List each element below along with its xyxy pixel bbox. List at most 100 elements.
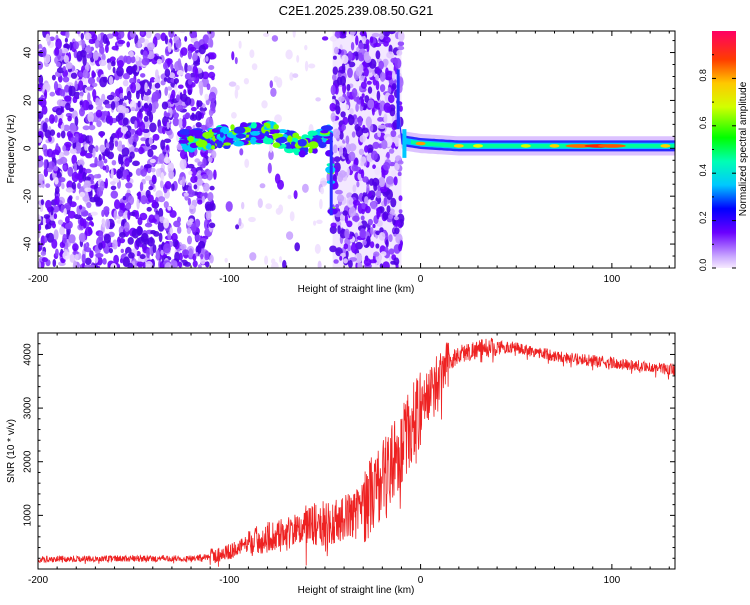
noise-blob	[204, 201, 212, 211]
noise-blob	[132, 133, 139, 143]
noise-blob	[338, 146, 344, 157]
noise-blob	[102, 223, 106, 228]
noise-blob	[362, 176, 369, 183]
noise-blob	[330, 112, 336, 122]
signal-streak	[402, 129, 407, 158]
snr-y-label: SNR (10 * v/v)	[6, 419, 17, 483]
noise-blob	[249, 252, 257, 261]
signal-blob	[291, 148, 301, 154]
noise-blob	[377, 117, 384, 122]
noise-blob	[367, 99, 375, 109]
noise-blob	[54, 46, 60, 56]
noise-blob	[74, 116, 79, 127]
signal-blob	[233, 140, 245, 147]
noise-blob	[339, 131, 344, 140]
noise-blob	[184, 62, 189, 73]
noise-blob	[38, 261, 42, 268]
noise-blob	[190, 106, 197, 112]
noise-blob	[68, 195, 73, 201]
signal-blob	[318, 141, 327, 149]
noise-blob	[234, 57, 238, 65]
noise-blob	[120, 248, 125, 254]
signal-hotspot	[660, 144, 671, 148]
noise-blob	[119, 232, 126, 238]
noise-blob	[82, 194, 90, 202]
noise-blob	[189, 31, 197, 39]
noise-blob	[174, 84, 178, 94]
noise-blob	[59, 89, 66, 97]
noise-blob	[207, 192, 214, 202]
noise-blob	[397, 41, 405, 47]
colorbar-ticks: 0.0 0.2 0.4 0.6 0.8	[698, 54, 736, 272]
noise-blob	[204, 250, 210, 259]
noise-blob	[131, 106, 136, 112]
noise-blob	[184, 96, 192, 106]
noise-blob	[393, 176, 398, 186]
noise-blob	[69, 122, 77, 134]
noise-blob	[377, 177, 385, 186]
noise-blob	[96, 160, 103, 167]
noise-blob	[202, 182, 210, 192]
noise-blob	[41, 46, 47, 57]
noise-blob	[110, 101, 116, 110]
noise-blob	[330, 222, 337, 228]
noise-blob	[359, 31, 367, 37]
noise-blob	[356, 181, 360, 188]
noise-blob	[65, 31, 70, 39]
colorbar-tick-label: 0.0	[698, 259, 708, 272]
noise-blob	[167, 42, 172, 53]
noise-blob	[195, 252, 199, 257]
noise-blob	[62, 65, 66, 72]
noise-blob	[365, 116, 372, 128]
noise-blob	[332, 144, 338, 154]
noise-blob	[145, 31, 152, 39]
noise-blob	[38, 224, 42, 231]
noise-blob	[151, 91, 159, 103]
noise-blob	[64, 95, 72, 102]
signal-blob	[264, 131, 270, 137]
noise-blob	[146, 206, 152, 212]
noise-blob	[332, 95, 336, 100]
noise-blob	[129, 77, 136, 84]
noise-blob	[62, 164, 67, 171]
noise-blob	[188, 218, 194, 223]
noise-blob	[71, 171, 79, 183]
noise-blob	[96, 120, 102, 128]
noise-blob	[358, 148, 365, 156]
noise-blob	[160, 179, 164, 189]
noise-blob	[360, 97, 365, 107]
noise-blob	[58, 118, 63, 126]
noise-blob	[385, 239, 389, 248]
noise-blob	[140, 73, 146, 78]
signal-blob	[296, 136, 302, 140]
noise-blob	[149, 158, 156, 164]
noise-blob	[386, 205, 391, 213]
signal-hotspot	[520, 144, 531, 148]
signal-blob	[268, 129, 277, 135]
noise-blob	[38, 228, 41, 239]
noise-blob	[304, 60, 309, 72]
noise-blob	[200, 164, 206, 169]
noise-blob	[59, 226, 65, 235]
noise-blob	[391, 83, 397, 90]
noise-blob	[143, 164, 152, 169]
noise-blob	[92, 147, 96, 159]
noise-blob	[148, 137, 153, 146]
noise-blob	[209, 39, 214, 48]
noise-blob	[122, 79, 129, 87]
noise-blob	[198, 112, 202, 121]
noise-blob	[65, 216, 70, 224]
snr-axes: -200 -100 0 100 1000 2000 3000 4000	[23, 332, 675, 586]
noise-blob	[84, 144, 88, 151]
noise-blob	[363, 258, 372, 267]
noise-blob	[123, 95, 128, 101]
noise-blob	[83, 180, 91, 186]
noise-blob	[163, 218, 170, 229]
noise-blob	[55, 38, 62, 50]
colorbar-tick-label: 0.6	[698, 117, 708, 130]
noise-blob	[110, 263, 118, 268]
noise-blob	[355, 35, 359, 46]
noise-blob	[149, 244, 154, 256]
noise-blob	[379, 186, 388, 193]
signal-blob	[308, 141, 319, 149]
